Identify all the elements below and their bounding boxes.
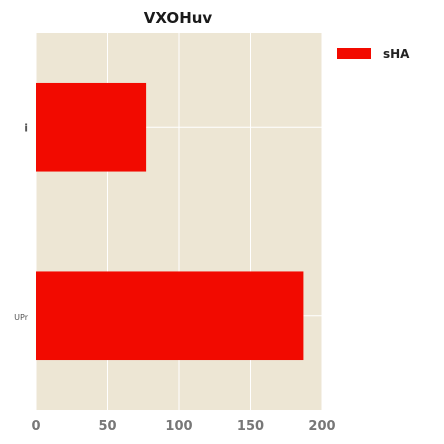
x-tick-label: 0: [31, 419, 40, 434]
bars: [36, 82, 304, 361]
y-tick-label: i: [24, 121, 28, 134]
x-axis-ticks: 0 50 100 150 200: [31, 419, 335, 434]
legend[interactable]: sHA: [337, 47, 410, 61]
bar-upr[interactable]: [36, 271, 304, 361]
legend-label: sHA: [383, 47, 410, 61]
x-tick-label: 50: [98, 419, 116, 434]
y-tick-label: UPr: [14, 313, 29, 322]
legend-swatch: [337, 48, 371, 59]
x-tick-label: 100: [165, 419, 192, 434]
x-tick-label: 150: [237, 419, 264, 434]
bar-i[interactable]: [36, 82, 147, 172]
chart-title: VXOHuv: [144, 9, 213, 27]
x-tick-label: 200: [308, 419, 335, 434]
y-axis-ticks: i UPr: [14, 121, 29, 322]
